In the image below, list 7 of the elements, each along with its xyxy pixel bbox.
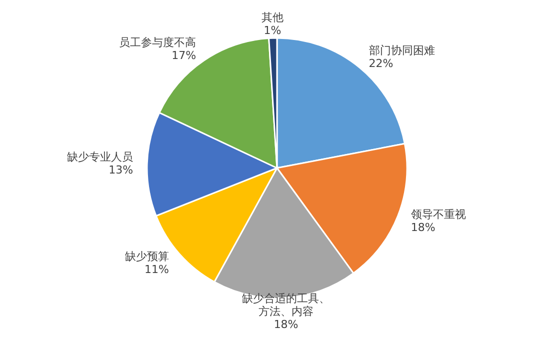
label: 缺少专业人员 13% — [67, 150, 134, 176]
label: 领导不重视 18% — [410, 208, 466, 234]
label: 缺少预算 11% — [124, 250, 169, 276]
label: 部门协同困难 22% — [368, 44, 435, 70]
label: 员工参与度不高 17% — [119, 36, 196, 62]
label: 缺少合适的工具、方法、内容 18% — [242, 292, 330, 332]
label: 其他 1% — [261, 11, 284, 38]
